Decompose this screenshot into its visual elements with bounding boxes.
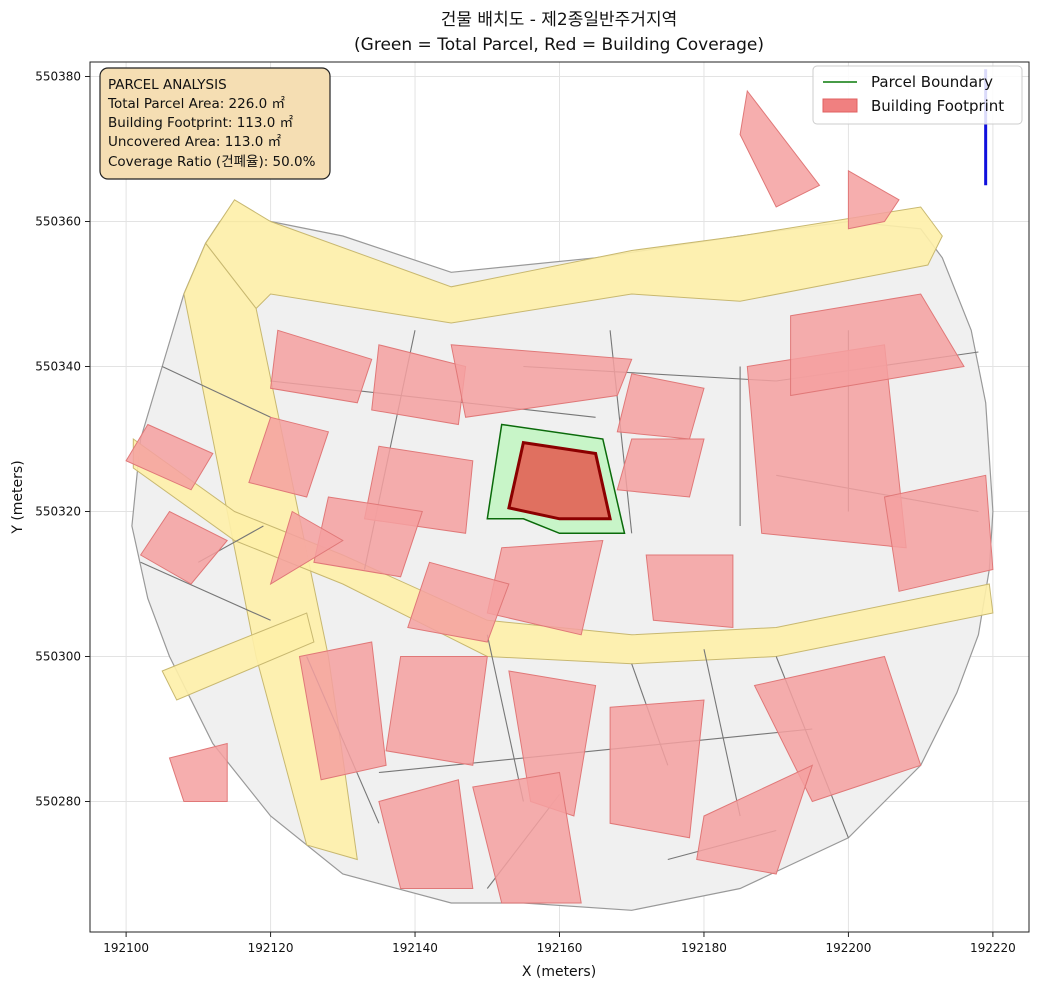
legend-building-label: Building Footprint [871,97,1004,115]
annotation-line: Coverage Ratio (건폐율): 50.0% [108,154,316,170]
y-tick-label: 550380 [35,70,81,84]
x-tick-label: 192120 [248,941,294,955]
target-building [507,440,612,521]
context-building [248,416,330,498]
context-building [378,779,474,889]
parcel-analysis-box: PARCEL ANALYSIS Total Parcel Area: 226.0… [99,67,331,180]
context-building [472,771,582,904]
road [204,199,943,324]
annotation-background [99,67,331,180]
block-line [703,649,741,817]
legend-background [812,65,1023,125]
block-line [161,366,271,418]
legend-building-swatch [822,98,858,113]
context-building [269,510,344,586]
context-building [139,510,228,585]
context-building [609,699,705,839]
x-tick-label: 192220 [970,941,1016,955]
x-tick-label: 192200 [826,941,872,955]
context-building [385,656,488,766]
context-building [753,655,922,803]
annotation-heading: PARCEL ANALYSIS [108,77,227,93]
y-tick-label: 550340 [35,360,81,374]
legend: Parcel Boundary Building Footprint [812,65,1023,125]
target-parcel-layer [486,423,626,535]
y-tick-label: 550360 [35,215,81,229]
road [161,612,315,701]
annotation-line: Total Parcel Area: 226.0 ㎡ [107,96,285,112]
context-building [696,764,814,875]
block-line [378,728,813,774]
legend-parcel-label: Parcel Boundary [871,73,993,91]
x-tick-label: 192140 [392,941,438,955]
context-building [125,423,214,491]
context-building [407,561,510,643]
x-tick-label: 192100 [103,941,149,955]
y-axis-label: Y (meters) [10,460,26,534]
context-building [616,438,705,498]
block-line [486,634,524,802]
context-building [645,554,734,629]
context-building [847,169,900,230]
context-building [739,89,821,208]
chart-subtitle: (Green = Total Parcel, Red = Building Co… [354,35,764,55]
x-tick-label: 192180 [681,941,727,955]
y-tick-label: 550320 [35,505,81,519]
block-line [140,561,271,621]
context-building [298,641,387,781]
context-building [450,344,633,418]
annotation-line: Uncovered Area: 113.0 ㎡ [108,134,282,150]
context-buildings-layer [125,89,994,904]
y-ticks: 550280 550300 550320 550340 550360 550380 [35,70,90,809]
context-building [883,474,994,592]
context-building [371,344,467,426]
context-building [790,293,965,397]
x-ticks: 192100 192120 192140 192160 192180 192200 1922… [103,932,1016,955]
chart-title: 건물 배치도 - 제2종일반주거지역 [441,10,677,30]
y-tick-label: 550280 [35,795,81,809]
context-building [270,329,373,404]
context-building [168,742,228,802]
x-axis-label: X (meters) [522,964,596,980]
annotation-line: Building Footprint: 113.0 ㎡ [108,115,294,131]
y-tick-label: 550300 [35,650,81,664]
x-tick-label: 192160 [537,941,583,955]
